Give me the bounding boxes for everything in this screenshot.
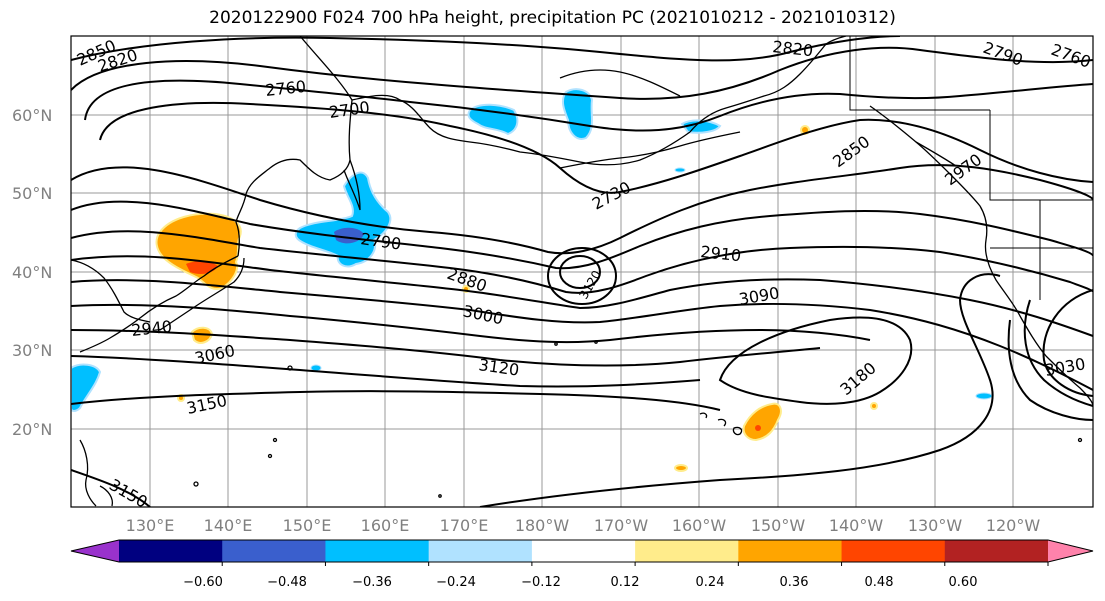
lon-label: 130°E: [126, 516, 175, 535]
colorbar-bin: [635, 540, 739, 562]
precip-strong-positive-japan: [186, 261, 218, 274]
lon-label: 150°W: [751, 516, 806, 535]
colorbar-tick-label: −0.60: [183, 575, 223, 590]
precip-positive-japan: [155, 212, 242, 290]
colorbar-tick-label: 0.60: [949, 575, 978, 590]
lon-label: 160°E: [361, 516, 410, 535]
colorbar-tick-label: 0.24: [696, 575, 725, 590]
precip-positive-hawaii: [742, 402, 782, 442]
precip-negative-bering-2: [561, 88, 594, 140]
latitude-labels: 60°N 50°N 40°N 30°N 20°N: [12, 106, 52, 439]
precip-negative-bering-1: [467, 103, 519, 136]
lon-label: 140°W: [829, 516, 884, 535]
colorbar-bin: [222, 540, 326, 562]
lon-label: 170°W: [594, 516, 649, 535]
lat-label: 30°N: [12, 341, 52, 360]
lat-label: 40°N: [12, 263, 52, 282]
lon-label: 120°W: [986, 516, 1041, 535]
contour-label: 2760: [264, 77, 306, 100]
lon-label: 160°W: [672, 516, 727, 535]
contour-label: 2820: [772, 37, 814, 60]
colorbar-tick-label: −0.12: [521, 575, 561, 590]
map-title: 2020122900 F024 700 hPa height, precipit…: [209, 8, 896, 28]
colorbar-outline: [70, 539, 1094, 563]
lat-label: 60°N: [12, 106, 52, 125]
lon-label: 130°W: [908, 516, 963, 535]
colorbar-tick-label: 0.36: [780, 575, 809, 590]
colorbar: −0.60 −0.48 −0.36 −0.24 −0.12 0.12 0.24 …: [70, 539, 1094, 590]
lon-label: 170°E: [440, 516, 489, 535]
height-contours: [71, 36, 1093, 507]
lon-label: 180°W: [515, 516, 570, 535]
colorbar-tick-label: −0.36: [352, 575, 392, 590]
colorbar-bin: [71, 540, 119, 562]
lat-label: 20°N: [12, 420, 52, 439]
map-frame: [70, 35, 1094, 508]
precip-negative-west-edge: [71, 363, 102, 412]
contour-label: 2910: [700, 242, 742, 265]
lon-label: 140°E: [204, 516, 253, 535]
colorbar-bin: [1048, 540, 1093, 562]
lon-label: 150°E: [283, 516, 332, 535]
colorbar-bin: [119, 540, 223, 562]
colorbar-tick-label: −0.24: [436, 575, 476, 590]
colorbar-bin: [841, 540, 946, 562]
colorbar-tick-label: 0.12: [611, 575, 640, 590]
colorbar-tick-label: 0.48: [865, 575, 894, 590]
colorbar-bin: [738, 540, 843, 562]
contour-label: 2940: [130, 317, 172, 340]
lat-label: 50°N: [12, 184, 52, 203]
longitude-labels: 130°E 140°E 150°E 160°E 170°E 180°W 170°…: [126, 516, 1041, 535]
colorbar-tick-label: −0.48: [267, 575, 307, 590]
colorbar-bin: [325, 540, 430, 562]
colorbar-bin: [428, 540, 533, 562]
colorbar-bin: [944, 540, 1049, 562]
colorbar-bin: [531, 540, 636, 562]
